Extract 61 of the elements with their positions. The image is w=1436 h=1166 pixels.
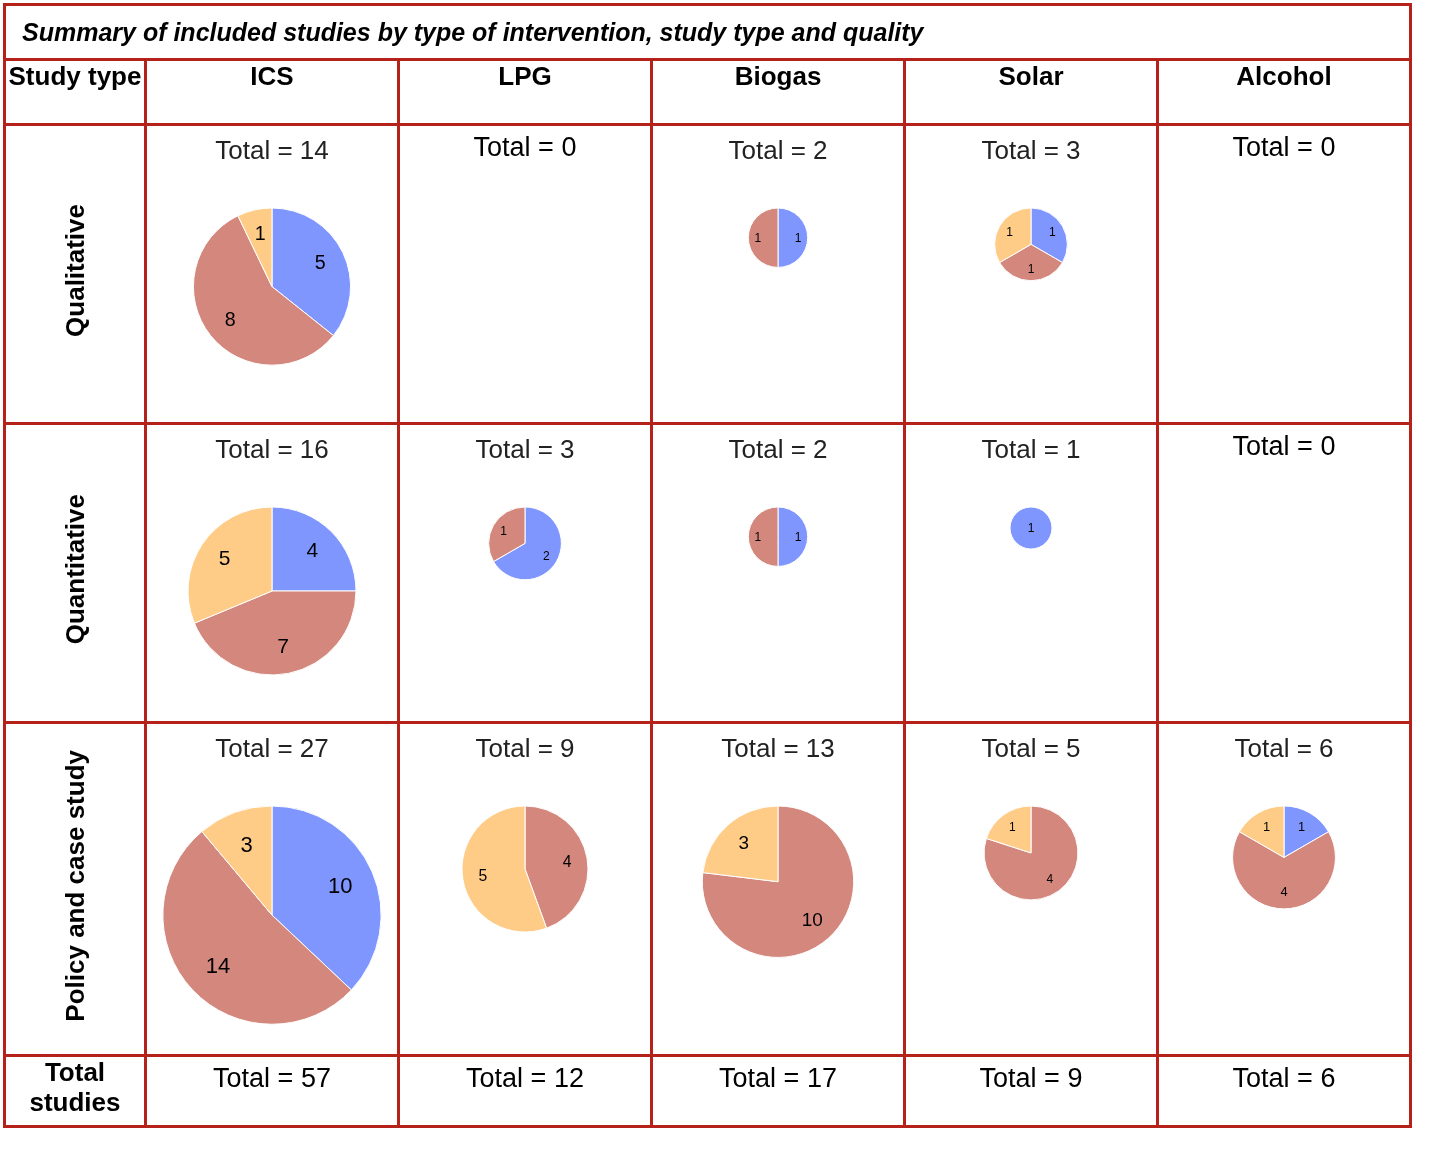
text: Total = 0 [1157,423,1411,723]
data-label: 4 [562,852,572,870]
text: Total = 57 [145,1055,399,1127]
data-label: 10 [327,872,353,898]
chart-title: Total = 3 [981,135,1081,165]
text: Total studies [4,1055,146,1127]
chart-title: Total = 2 [728,434,828,464]
pie-slice [701,805,855,958]
chart-title: Total = 27 [215,733,329,763]
data-label: 1 [794,230,802,245]
chart-title: Total = 16 [215,434,329,464]
data-label: 3 [240,832,253,858]
data-label: 5 [478,867,488,885]
chart-title: Total = 1 [981,434,1081,464]
text: Alcohol [1157,59,1411,125]
text: Total = 9 [904,1055,1158,1127]
pie-slice [983,805,1079,901]
text: Policy and case study [59,749,91,1022]
text: Study type [4,59,146,125]
text: Total = 6 [1157,1055,1411,1127]
data-label: 1 [1006,225,1014,240]
text: Biogas [651,59,905,125]
data-label: 1 [794,529,802,544]
chart-title: Total = 5 [981,733,1081,763]
text: ICS [145,59,399,125]
data-label: 1 [1297,819,1306,835]
data-label: 1 [1008,820,1016,835]
chart-title: Total = 13 [721,733,835,763]
data-label: 1 [754,529,762,544]
data-label: 14 [205,953,231,979]
data-label: 10 [801,909,823,931]
data-label: 1 [1049,225,1057,240]
data-label: 2 [543,548,551,563]
data-label: 1 [1027,521,1035,535]
text: Total = 12 [398,1055,652,1127]
data-label: 3 [738,832,750,854]
data-label: 8 [224,307,236,330]
data-label: 1 [754,230,762,245]
text: Summary of included studies by type of intervention, study type and quality [4,4,1411,60]
chart-title: Total = 14 [215,135,329,165]
text: Quantitative [59,494,91,645]
data-label: 4 [306,537,319,561]
chart-title: Total = 2 [728,135,828,165]
data-label: 1 [500,524,508,539]
data-label: 4 [1046,871,1054,886]
data-label: 1 [1262,819,1271,835]
text: Qualitative [59,204,91,337]
chart-title: Total = 9 [475,733,575,763]
data-label: 7 [277,634,289,658]
data-label: 5 [314,251,326,274]
text: Total = 0 [1157,124,1411,424]
chart-title: Total = 6 [1234,733,1334,763]
text: Solar [904,59,1158,125]
data-label: 5 [218,546,231,570]
text: Total = 0 [398,124,652,424]
data-label: 1 [1027,262,1035,277]
text: Total = 17 [651,1055,905,1127]
data-label: 1 [254,222,266,245]
chart-title: Total = 3 [475,434,575,464]
text: LPG [398,59,652,125]
data-label: 4 [1280,884,1288,900]
